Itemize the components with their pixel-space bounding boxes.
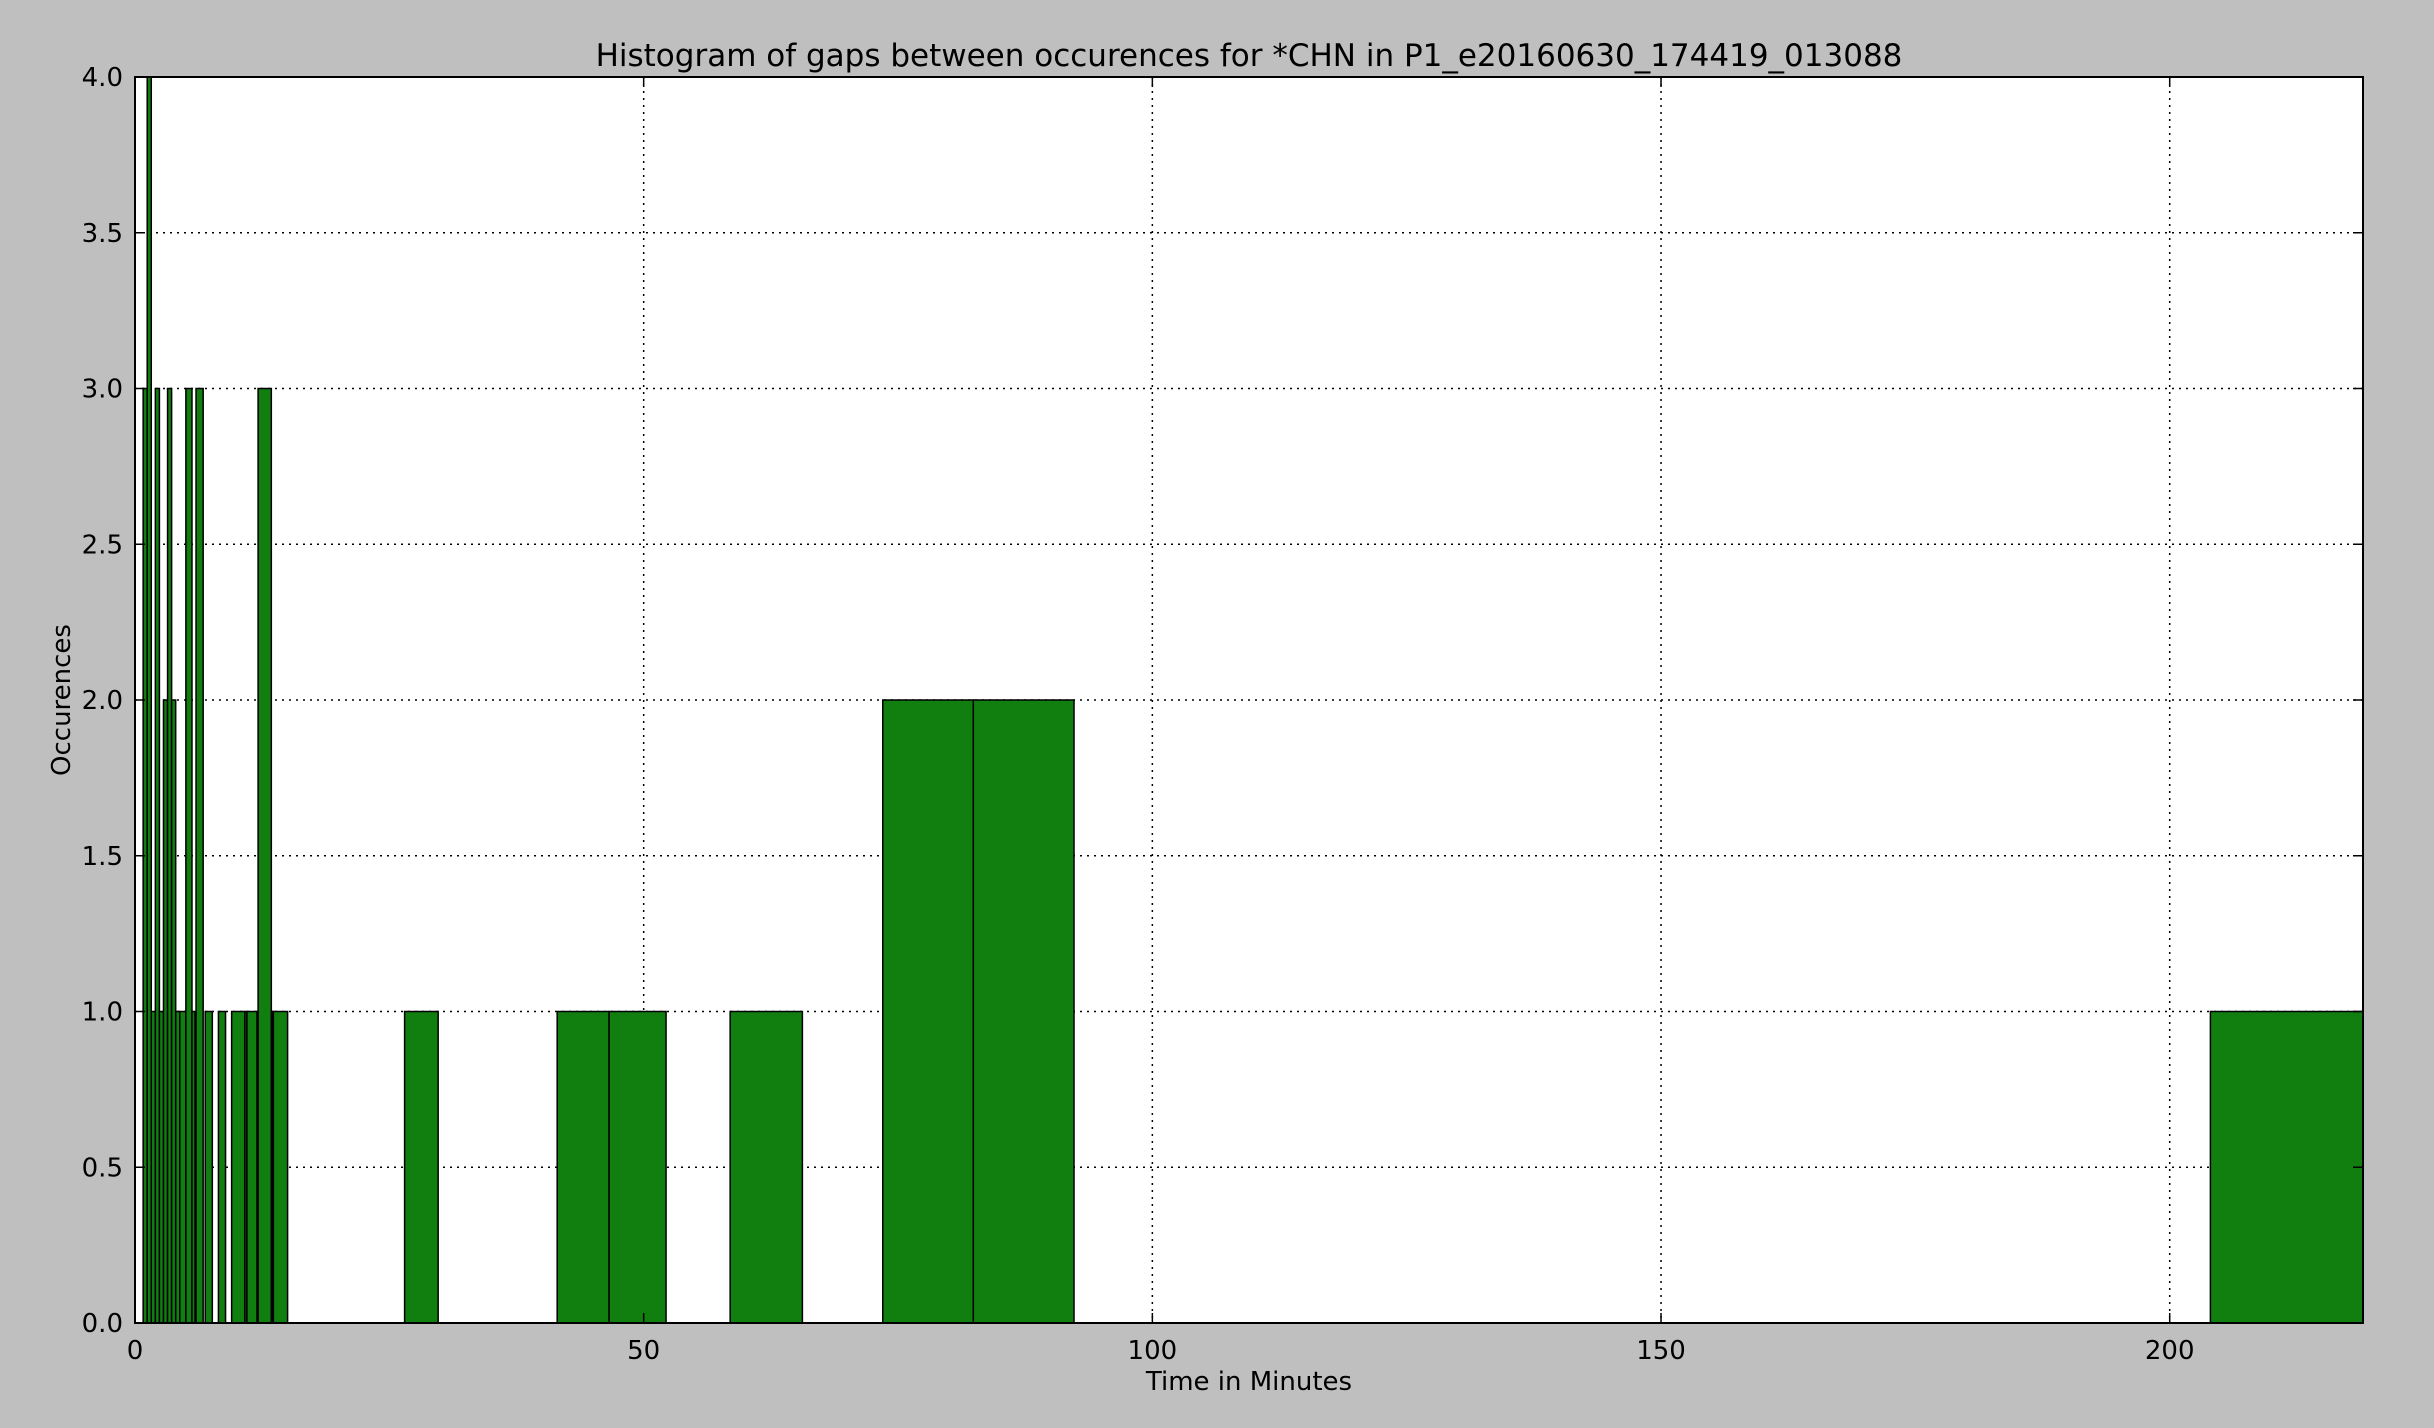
x-tick-label: 50: [627, 1336, 660, 1366]
histogram-bar: [257, 387, 273, 1324]
y-axis-label: Occurences: [47, 624, 77, 776]
histogram-bar: [972, 699, 1075, 1324]
histogram-bar: [185, 387, 193, 1324]
y-tick-label: 1.5: [82, 842, 123, 872]
histogram-bar: [403, 1010, 439, 1324]
x-tick-label: 150: [1636, 1336, 1686, 1366]
histogram-bar: [179, 1010, 187, 1324]
histogram-bar: [2209, 1010, 2364, 1324]
y-tick-label: 0.5: [82, 1153, 123, 1183]
histogram-bar: [882, 699, 975, 1324]
x-tick-label: 0: [127, 1336, 144, 1366]
histogram-bar: [556, 1010, 610, 1324]
histogram-bar: [217, 1010, 227, 1324]
y-tick-label: 2.0: [82, 686, 123, 716]
y-tick-label: 0.0: [82, 1309, 123, 1339]
x-axis-label: Time in Minutes: [1145, 1367, 1352, 1397]
grid-lines: [135, 77, 2363, 1323]
y-tick-label: 4.0: [82, 63, 123, 93]
histogram-bar: [191, 1010, 196, 1324]
chart-title: Histogram of gaps between occurences for…: [596, 38, 1903, 74]
histogram-bar: [195, 387, 204, 1324]
histogram-bar: [729, 1010, 804, 1324]
x-tick-label: 200: [2145, 1336, 2195, 1366]
histogram-bar: [230, 1010, 246, 1324]
histogram-bar: [272, 1010, 289, 1324]
histogram-bar: [608, 1010, 667, 1324]
x-tick-label: 100: [1128, 1336, 1178, 1366]
histogram-bar: [204, 1010, 214, 1324]
y-tick-label: 2.5: [82, 530, 123, 560]
axis-ticks: 0 50 100 150 200 0.0 0.5 1.0 1.5 2.0 2.5 3.0 3.5 4.0: [82, 63, 2363, 1366]
y-tick-label: 3.5: [82, 219, 123, 249]
y-tick-label: 1.0: [82, 998, 123, 1028]
histogram-bar: [246, 1010, 258, 1324]
y-tick-label: 3.0: [82, 375, 123, 405]
